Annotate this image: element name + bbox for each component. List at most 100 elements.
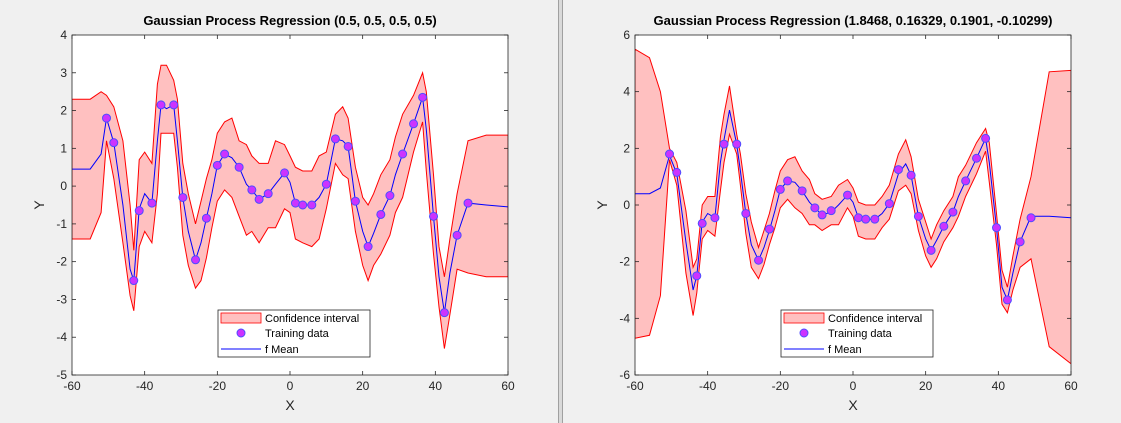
training-point — [764, 224, 774, 234]
training-point — [280, 168, 290, 178]
training-point — [191, 255, 201, 265]
confidence-band — [72, 64, 508, 349]
training-point — [439, 308, 449, 318]
y-axis-label: Y — [31, 200, 47, 210]
training-point — [783, 176, 793, 186]
right-figure-window: -60 -40 -20 0 20 40 60 -6 -4 -2 0 2 4 6 Gaussian Proce… — [563, 0, 1121, 423]
y-tick-label: -1 — [56, 217, 67, 231]
training-point — [343, 141, 353, 151]
training-point — [972, 153, 982, 163]
x-tick-label: 60 — [1064, 379, 1078, 393]
legend-marker — [799, 328, 809, 338]
plot-layer — [635, 48, 1071, 365]
training-point — [376, 209, 386, 219]
training-point — [893, 165, 903, 175]
x-tick-label: -20 — [772, 379, 790, 393]
training-point — [463, 198, 473, 208]
x-tick-label: 40 — [429, 379, 443, 393]
training-point — [109, 138, 119, 148]
training-point — [212, 160, 222, 170]
x-tick-label: 40 — [992, 379, 1006, 393]
training-point — [134, 206, 144, 216]
chart-title: Gaussian Process Regression (0.5, 0.5, 0… — [143, 13, 436, 28]
legend-label: Training data — [828, 328, 893, 340]
training-point — [234, 162, 244, 172]
training-point — [247, 185, 257, 195]
legend-label: f Mean — [828, 344, 862, 356]
training-point — [169, 100, 179, 110]
x-tick-label: 0 — [287, 379, 294, 393]
training-point — [826, 206, 836, 216]
training-point — [156, 100, 166, 110]
training-point — [102, 113, 112, 123]
y-tick-label: 2 — [60, 104, 67, 118]
x-tick-label: -60 — [626, 379, 644, 393]
training-point — [1002, 295, 1012, 305]
y-tick-label: 6 — [623, 28, 630, 42]
legend-label: Training data — [265, 328, 330, 340]
legend-label: Confidence interval — [828, 313, 922, 325]
training-point — [350, 196, 360, 206]
training-point — [220, 149, 230, 159]
training-point — [692, 271, 702, 281]
training-point — [201, 213, 211, 223]
y-tick-label: 2 — [623, 141, 630, 155]
window-divider[interactable] — [558, 0, 563, 423]
y-tick-label: 3 — [60, 66, 67, 80]
training-point — [665, 149, 675, 159]
training-point — [926, 245, 936, 255]
legend: Confidence interval Training data f Mean — [217, 309, 371, 358]
x-tick-label: 0 — [850, 379, 857, 393]
training-point — [129, 276, 139, 286]
legend: Confidence interval Training data f Mean — [780, 309, 934, 358]
y-tick-label: 4 — [60, 28, 67, 42]
x-axis-label: X — [848, 397, 858, 413]
training-point — [418, 92, 428, 102]
training-point — [853, 213, 863, 223]
training-point — [398, 149, 408, 159]
x-tick-label: -60 — [63, 379, 81, 393]
training-point — [861, 214, 871, 224]
training-point — [330, 134, 340, 144]
training-point — [797, 186, 807, 196]
legend-label: f Mean — [265, 344, 299, 356]
training-point — [452, 230, 462, 240]
left-figure-window: -60 -40 -20 0 20 40 60 -5 -4 -3 -2 -1 0 1 2 3 4 Gaussian … — [0, 0, 558, 423]
y-tick-label: -5 — [56, 368, 67, 382]
training-point — [884, 199, 894, 209]
training-point — [710, 213, 720, 223]
training-point — [409, 119, 419, 129]
training-point — [307, 200, 317, 210]
training-point — [870, 214, 880, 224]
training-point — [290, 198, 300, 208]
training-point — [263, 189, 273, 199]
x-tick-label: 20 — [356, 379, 370, 393]
training-point — [741, 209, 751, 218]
confidence-band — [635, 48, 1071, 365]
training-point — [754, 255, 764, 265]
plot-layer — [72, 64, 508, 349]
y-axis-label: Y — [594, 200, 610, 210]
training-point — [1015, 237, 1025, 247]
training-point — [817, 210, 827, 220]
legend-marker — [236, 328, 246, 338]
training-point — [939, 221, 949, 231]
training-point — [147, 198, 157, 208]
y-tick-label: -2 — [619, 255, 630, 269]
training-point — [810, 203, 820, 213]
training-point — [961, 176, 971, 186]
y-tick-label: 0 — [623, 198, 630, 212]
training-point — [906, 170, 916, 180]
legend-swatch-band — [783, 312, 825, 324]
training-point — [992, 223, 1002, 233]
x-tick-label: -20 — [209, 379, 227, 393]
training-point — [178, 192, 188, 202]
training-point — [775, 184, 785, 194]
legend-swatch-band — [220, 312, 262, 324]
y-tick-label: -3 — [56, 292, 67, 306]
left-chart: -60 -40 -20 0 20 40 60 -5 -4 -3 -2 -1 0 1 2 3 4 Gaussian … — [31, 13, 515, 413]
training-point — [321, 179, 331, 189]
x-tick-label: -40 — [699, 379, 717, 393]
training-point — [672, 167, 682, 177]
